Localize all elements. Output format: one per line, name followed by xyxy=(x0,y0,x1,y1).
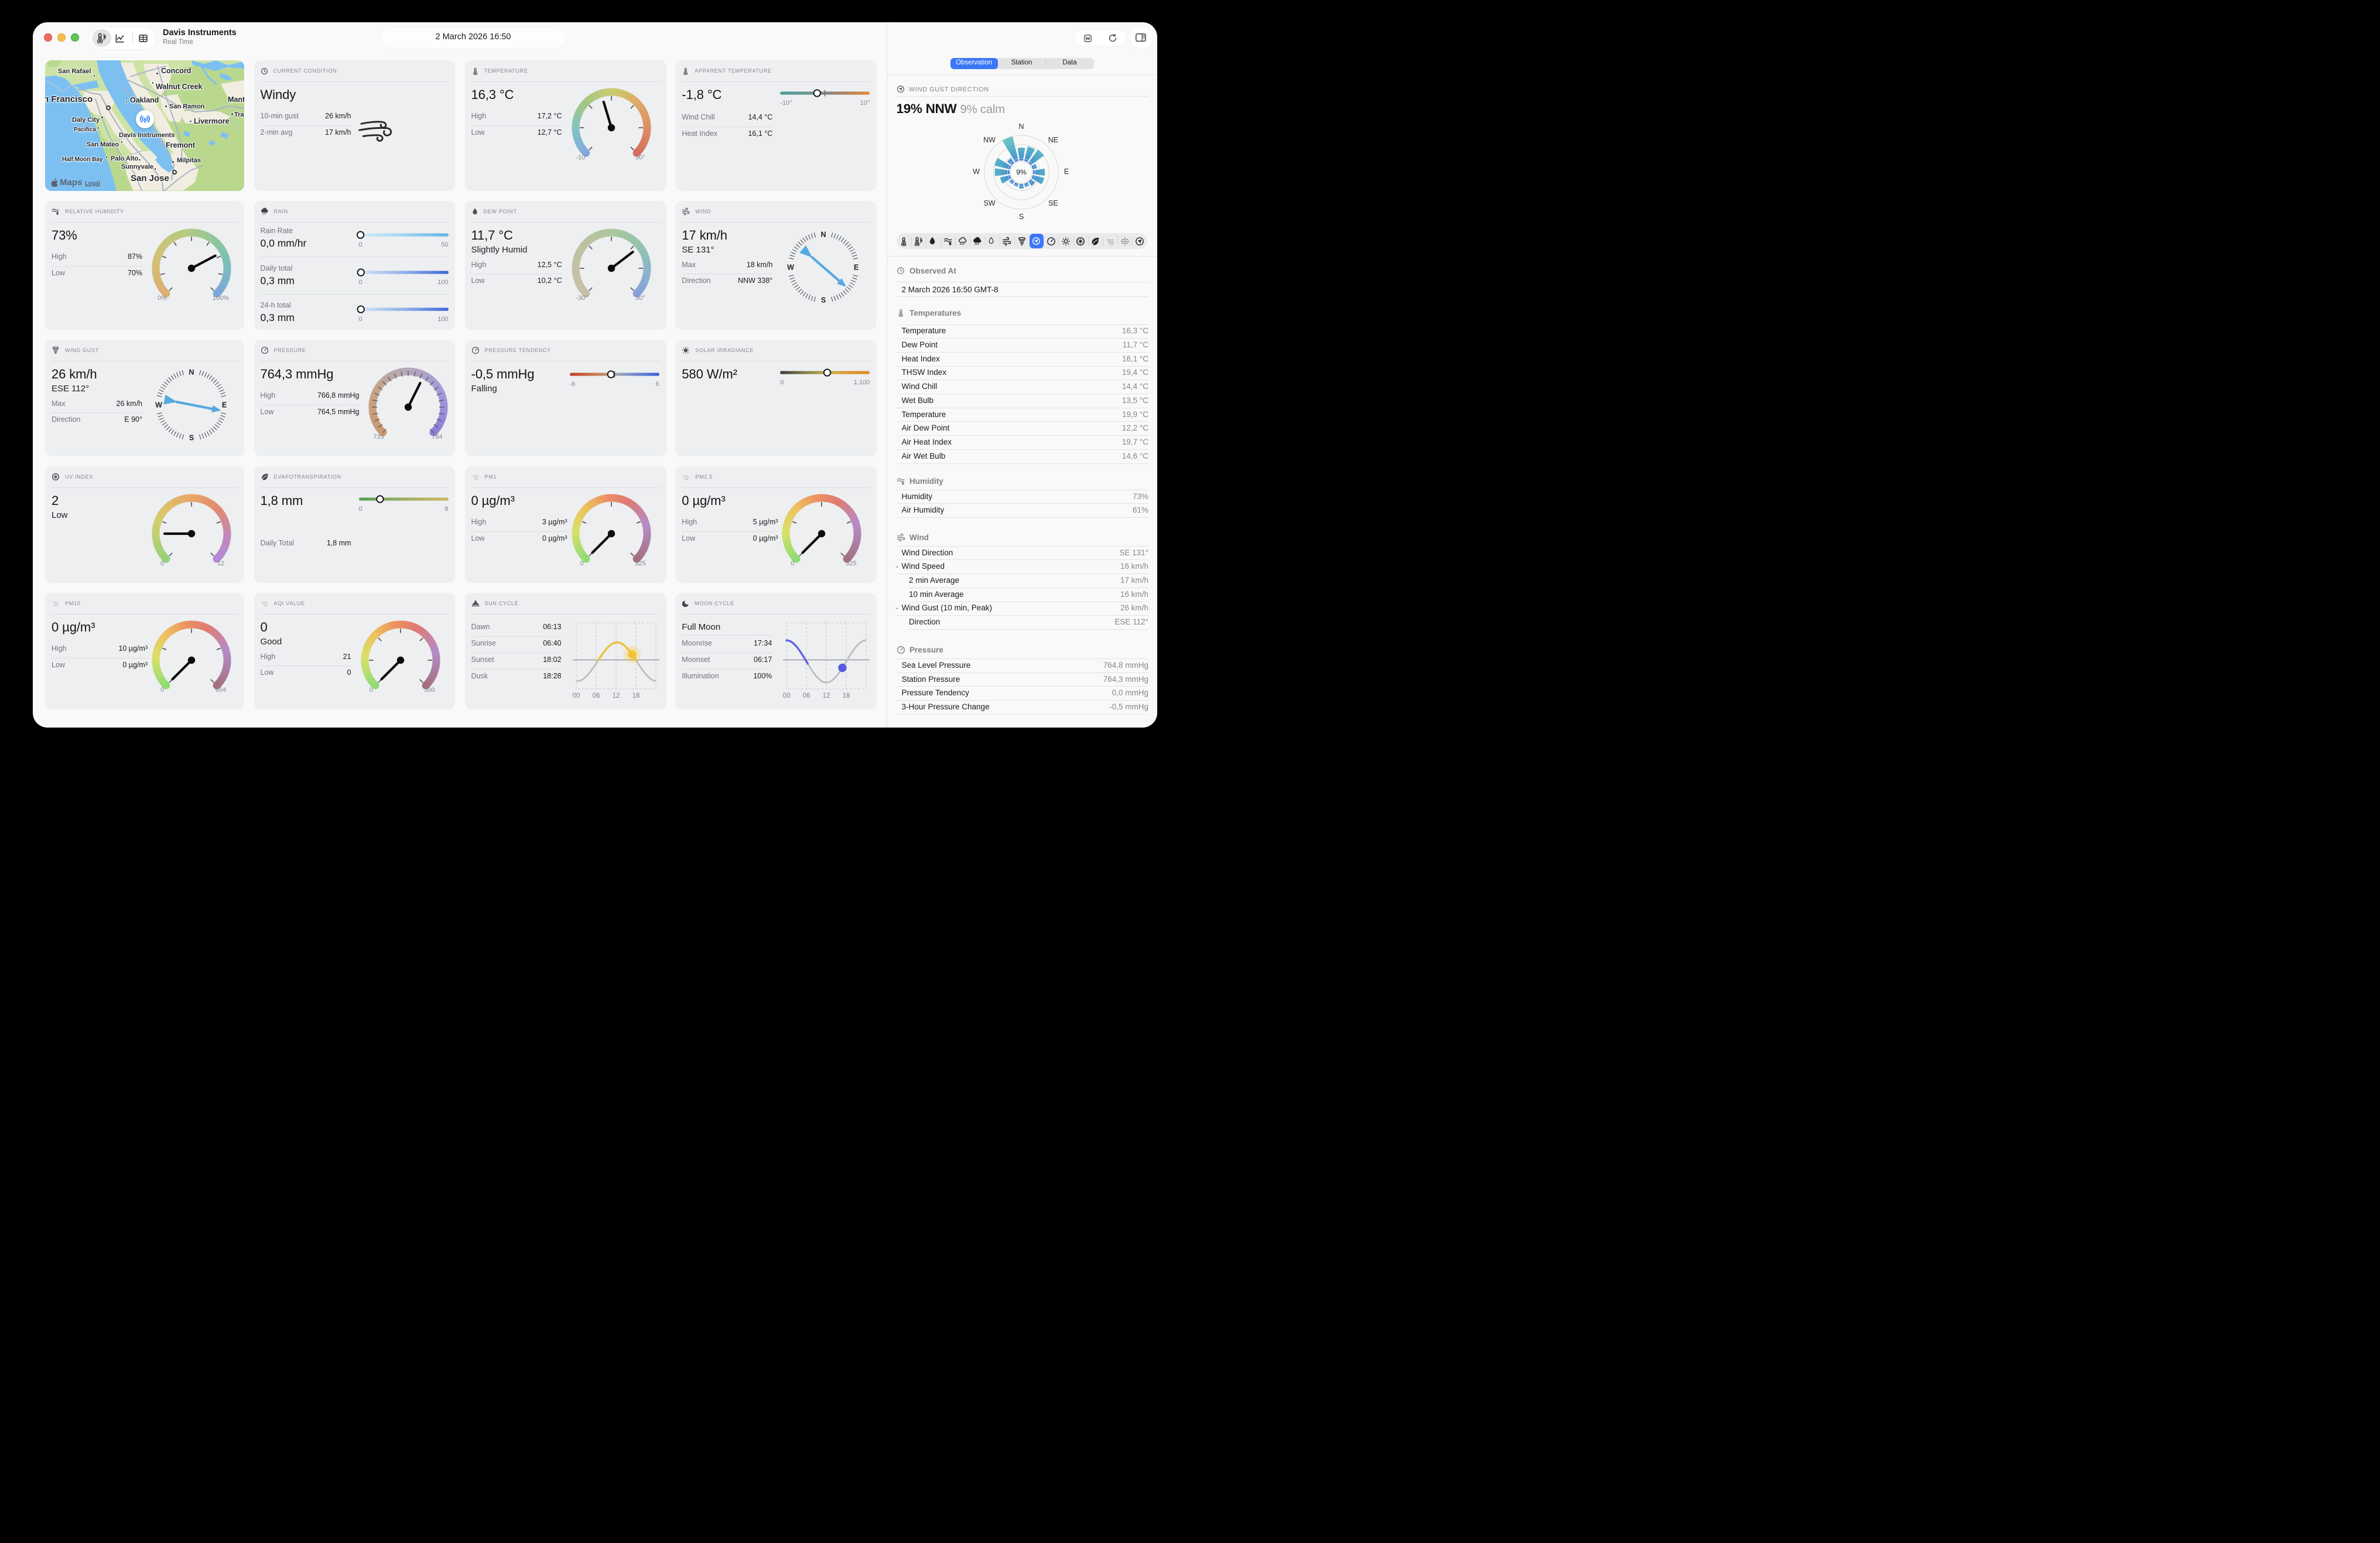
svg-text:00: 00 xyxy=(572,692,580,699)
svg-text:12: 12 xyxy=(612,692,620,699)
svg-text:S: S xyxy=(189,433,194,442)
svg-text:12: 12 xyxy=(823,692,830,699)
svg-text:S: S xyxy=(821,296,826,304)
svg-text:06: 06 xyxy=(592,692,600,699)
svg-text:00: 00 xyxy=(783,692,791,699)
svg-text:N: N xyxy=(189,368,194,376)
svg-text:W: W xyxy=(155,401,162,409)
svg-text:18: 18 xyxy=(632,692,640,699)
svg-text:W: W xyxy=(787,263,794,271)
svg-text:N: N xyxy=(821,230,826,238)
svg-text:E: E xyxy=(854,263,859,271)
svg-text:E: E xyxy=(222,401,227,409)
svg-text:18: 18 xyxy=(843,692,850,699)
svg-text:06: 06 xyxy=(803,692,811,699)
